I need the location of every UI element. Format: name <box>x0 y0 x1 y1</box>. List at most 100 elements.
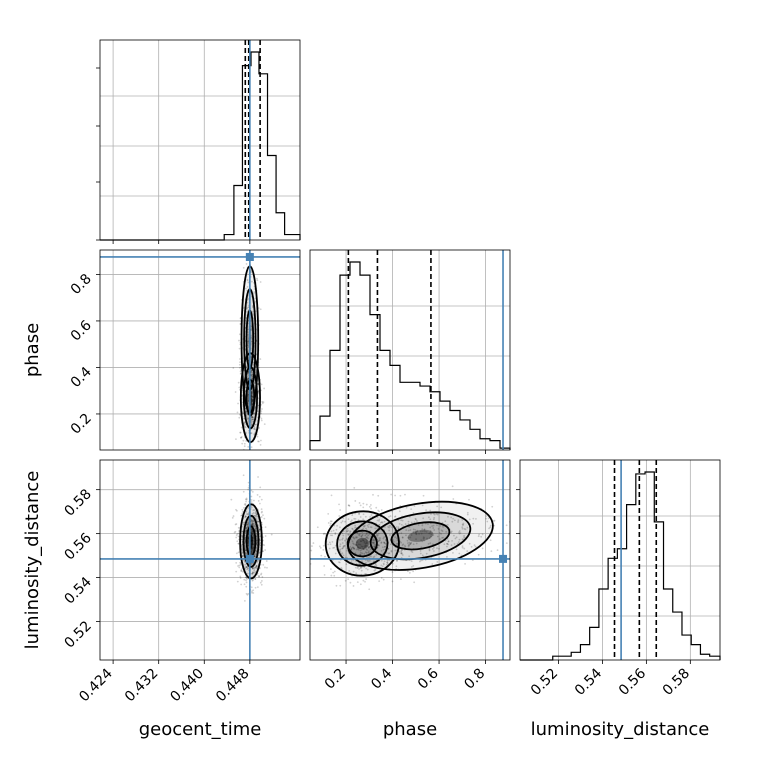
sample-point <box>425 552 428 555</box>
sample-point <box>245 552 248 555</box>
sample-point <box>240 514 242 517</box>
sample-point <box>245 440 248 442</box>
sample-point <box>254 529 257 532</box>
sample-point <box>259 443 262 446</box>
sample-point <box>264 549 267 551</box>
sample-point <box>247 376 250 379</box>
sample-point <box>332 547 334 549</box>
sample-point <box>390 550 393 553</box>
sample-point <box>352 585 355 587</box>
sample-point <box>362 527 365 530</box>
sample-point <box>369 516 372 518</box>
sample-point <box>368 550 370 553</box>
sample-point <box>251 398 254 401</box>
sample-point <box>349 530 352 533</box>
sample-point <box>409 542 412 545</box>
sample-point <box>247 541 249 544</box>
sample-point <box>250 390 253 393</box>
sample-point <box>389 534 391 536</box>
sample-point <box>256 520 259 523</box>
sample-point <box>251 394 253 397</box>
sample-point <box>380 541 383 544</box>
sample-point <box>400 550 403 553</box>
sample-point <box>481 547 484 550</box>
sample-point <box>250 423 253 425</box>
sample-point <box>252 418 254 421</box>
sample-point <box>354 517 357 520</box>
sample-point <box>247 537 250 540</box>
sample-point <box>329 524 332 527</box>
sample-point <box>251 547 254 550</box>
sample-point <box>379 537 382 540</box>
sample-point <box>473 544 476 547</box>
sample-point <box>370 555 373 558</box>
sample-point <box>244 545 246 548</box>
sample-point <box>240 426 243 429</box>
sample-point <box>234 530 237 533</box>
sample-point <box>247 340 249 343</box>
sample-point <box>332 529 335 532</box>
sample-point <box>393 530 396 532</box>
sample-point <box>260 516 263 518</box>
sample-point <box>341 537 344 540</box>
sample-point <box>244 515 247 518</box>
sample-point <box>420 532 423 535</box>
sample-point <box>253 412 256 415</box>
sample-point <box>390 526 393 529</box>
sample-point <box>251 522 254 525</box>
sample-point <box>240 563 242 566</box>
sample-point <box>461 519 464 521</box>
sample-point <box>496 549 499 552</box>
sample-point <box>245 585 248 588</box>
sample-point <box>432 534 435 537</box>
sample-point <box>355 536 358 538</box>
sample-point <box>252 592 255 594</box>
sample-point <box>360 540 362 543</box>
sample-point <box>342 534 345 537</box>
sample-point <box>342 545 345 548</box>
sample-point <box>251 490 254 493</box>
sample-point <box>428 537 431 539</box>
sample-point <box>250 519 253 521</box>
sample-point <box>410 560 413 563</box>
sample-point <box>255 513 258 516</box>
sample-point <box>362 502 365 505</box>
sample-point <box>255 535 258 538</box>
sample-point <box>250 446 253 449</box>
sample-point <box>245 530 247 533</box>
sample-point <box>255 513 258 516</box>
sample-point <box>324 532 327 535</box>
sample-point <box>436 561 439 563</box>
sample-point <box>247 522 250 525</box>
sample-point <box>338 515 341 517</box>
sample-point <box>433 529 436 531</box>
sample-point <box>437 528 440 530</box>
sample-point <box>230 498 233 501</box>
sample-point <box>350 547 353 549</box>
sample-point <box>258 551 261 554</box>
sample-point <box>356 581 359 584</box>
sample-point <box>251 512 254 515</box>
sample-point <box>244 516 246 519</box>
sample-point <box>419 552 422 555</box>
sample-point <box>252 546 255 549</box>
y-tick-label: 0.8 <box>68 271 95 298</box>
sample-point <box>250 489 253 492</box>
sample-point <box>438 547 440 550</box>
sample-point <box>247 342 250 345</box>
sample-point <box>421 540 424 543</box>
sample-point <box>342 546 345 548</box>
sample-point <box>440 532 443 535</box>
sample-point <box>258 530 261 533</box>
sample-point <box>257 520 260 523</box>
sample-point <box>409 529 412 531</box>
sample-point <box>425 530 428 533</box>
sample-point <box>241 551 244 554</box>
sample-point <box>242 360 245 363</box>
sample-point <box>259 281 262 283</box>
density-shade <box>349 502 492 570</box>
contour-line <box>239 503 263 580</box>
sample-point <box>428 548 431 551</box>
sample-point <box>383 541 385 544</box>
sample-point <box>401 536 404 539</box>
